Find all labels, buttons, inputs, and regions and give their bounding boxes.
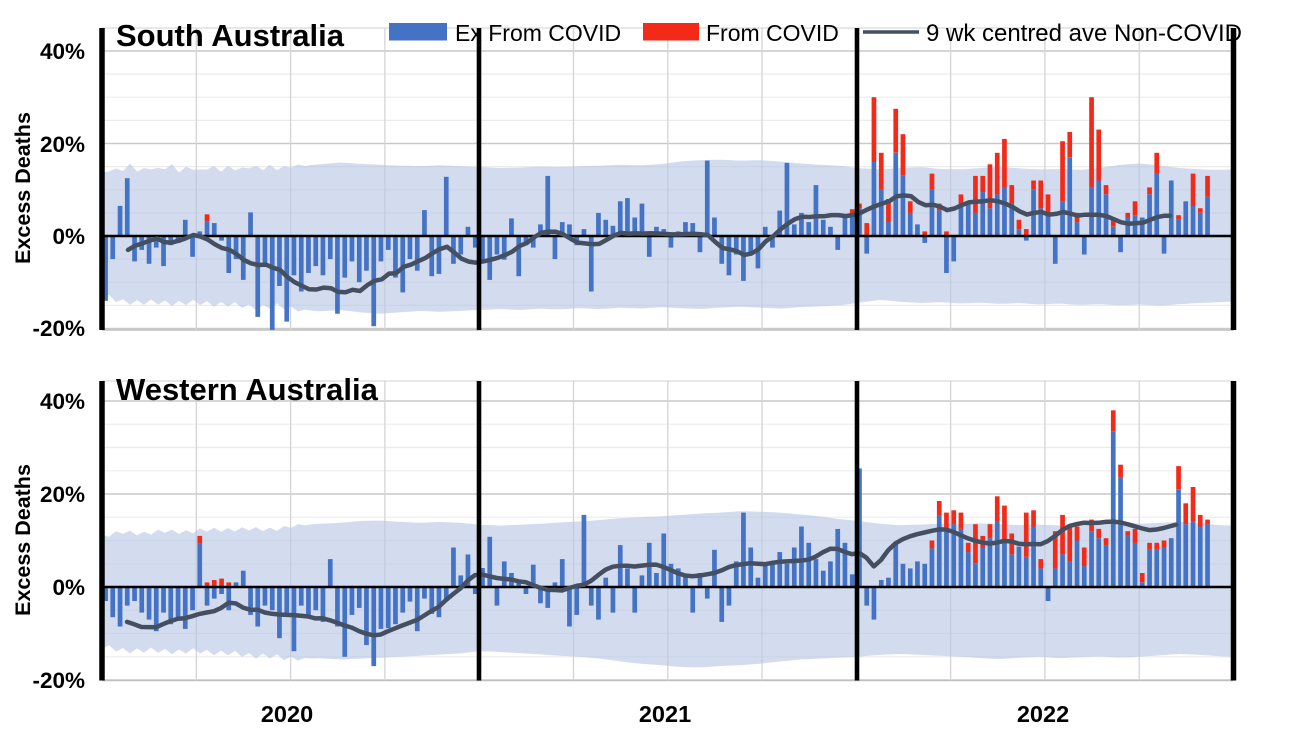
svg-text:0%: 0%: [52, 224, 85, 249]
svg-text:-20%: -20%: [32, 668, 85, 693]
svg-text:2022: 2022: [1017, 701, 1069, 727]
svg-text:-20%: -20%: [32, 316, 85, 341]
svg-text:20%: 20%: [40, 132, 85, 157]
svg-text:South Australia: South Australia: [116, 18, 345, 53]
svg-text:Ex From COVID: Ex From COVID: [455, 20, 621, 46]
svg-text:0%: 0%: [52, 575, 85, 600]
svg-text:Excess Deaths: Excess Deaths: [11, 464, 35, 616]
svg-text:Western Australia: Western Australia: [116, 372, 379, 407]
svg-text:20%: 20%: [40, 482, 85, 507]
svg-text:40%: 40%: [40, 39, 85, 64]
svg-text:2020: 2020: [261, 701, 313, 727]
svg-text:9 wk centred ave Non-COVID: 9 wk centred ave Non-COVID: [926, 20, 1242, 47]
svg-text:Excess Deaths: Excess Deaths: [11, 112, 35, 264]
svg-text:From COVID: From COVID: [706, 20, 839, 46]
svg-text:40%: 40%: [40, 389, 85, 414]
svg-text:2021: 2021: [639, 701, 691, 727]
